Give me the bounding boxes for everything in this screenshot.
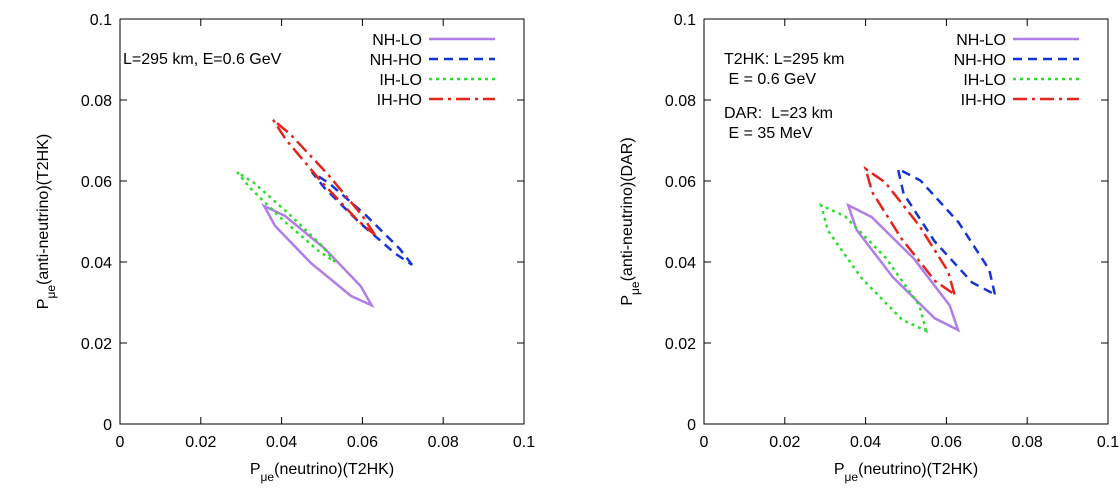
- y-axis-label-sub: μe: [44, 285, 58, 299]
- x-tick-label: 0: [700, 434, 709, 451]
- x-axis-label: Pμe(neutrino)(T2HK): [250, 461, 394, 484]
- y-axis-label-rest: (anti-neutrino)(DAR): [619, 137, 636, 281]
- curve: [896, 166, 997, 297]
- y-tick-label: 0.06: [665, 174, 696, 191]
- x-tick-label: 0.1: [513, 434, 535, 451]
- x-axis-label-sub: μe: [261, 470, 275, 484]
- x-axis-label: Pμe(neutrino)(T2HK): [834, 461, 978, 484]
- x-tick-label: 0.06: [347, 434, 378, 451]
- y-tick-label: 0.1: [90, 12, 112, 29]
- annotation: E = 35 MeV: [724, 125, 813, 142]
- y-tick-label: 0.04: [81, 255, 112, 272]
- y-axis-label-main: P: [35, 299, 52, 310]
- legend-label: IH-LO: [379, 72, 422, 89]
- legend-label: IH-HO: [377, 92, 422, 109]
- x-axis-label-rest: (neutrino)(T2HK): [858, 461, 978, 478]
- plot-frame: [119, 18, 525, 425]
- curve: [846, 202, 961, 333]
- annotation: E = 0.6 GeV: [724, 71, 816, 88]
- x-tick-label: 0.02: [185, 434, 216, 451]
- x-tick-label: 0.04: [850, 434, 881, 451]
- panel: 0 0.02 0.04 0.06 0.08 0.1 0 0.02 0.04 0.06 0.08 0.1…: [35, 12, 535, 484]
- y-tick-label: 0.06: [81, 174, 112, 191]
- y-tick-label: 0.08: [665, 93, 696, 110]
- x-axis-label-sub: μe: [845, 470, 859, 484]
- y-tick-label: 0.02: [81, 336, 112, 353]
- x-tick-label: 0.08: [1012, 434, 1043, 451]
- legend-label: IH-HO: [961, 92, 1006, 109]
- x-axis-label-rest: (neutrino)(T2HK): [274, 461, 394, 478]
- curve: [261, 203, 375, 309]
- y-tick-label: 0.04: [665, 255, 696, 272]
- x-tick-label: 0.04: [266, 434, 297, 451]
- legend-label: NH-HO: [954, 52, 1006, 69]
- y-axis-label-rest: (anti-neutrino)(T2HK): [35, 134, 52, 285]
- annotation: L=295 km, E=0.6 GeV: [123, 51, 282, 68]
- legend-label: NH-LO: [372, 32, 422, 49]
- y-tick-label: 0.02: [665, 336, 696, 353]
- curve: [819, 203, 929, 334]
- y-axis-label: Pμe(anti-neutrino)(DAR): [619, 137, 642, 305]
- y-axis-label-main: P: [619, 295, 636, 306]
- y-tick-label: 0.08: [81, 93, 112, 110]
- x-tick-label: 0.1: [1097, 434, 1119, 451]
- y-tick-label: 0: [103, 417, 112, 434]
- panel: 0 0.02 0.04 0.06 0.08 0.1 0 0.02 0.04 0.06 0.08 0.1…: [619, 12, 1119, 484]
- annotation: DAR: L=23 km: [724, 105, 833, 122]
- legend-label: NH-LO: [956, 32, 1006, 49]
- annotation: T2HK: L=295 km: [724, 51, 845, 68]
- curve: [272, 118, 376, 236]
- legend-label: NH-HO: [370, 52, 422, 69]
- y-axis-label: Pμe(anti-neutrino)(T2HK): [35, 134, 58, 309]
- x-tick-label: 0.08: [428, 434, 459, 451]
- x-tick-label: 0: [116, 434, 125, 451]
- legend-label: IH-LO: [963, 72, 1006, 89]
- x-axis-label-main: P: [834, 461, 845, 478]
- x-tick-label: 0.02: [769, 434, 800, 451]
- y-tick-label: 0: [687, 417, 696, 434]
- y-tick-label: 0.1: [674, 12, 696, 29]
- plot-frame: [703, 18, 1109, 425]
- x-axis-label-main: P: [250, 461, 261, 478]
- curve: [236, 171, 336, 264]
- x-tick-label: 0.06: [931, 434, 962, 451]
- y-axis-label-sub: μe: [628, 281, 642, 295]
- curve: [863, 165, 957, 298]
